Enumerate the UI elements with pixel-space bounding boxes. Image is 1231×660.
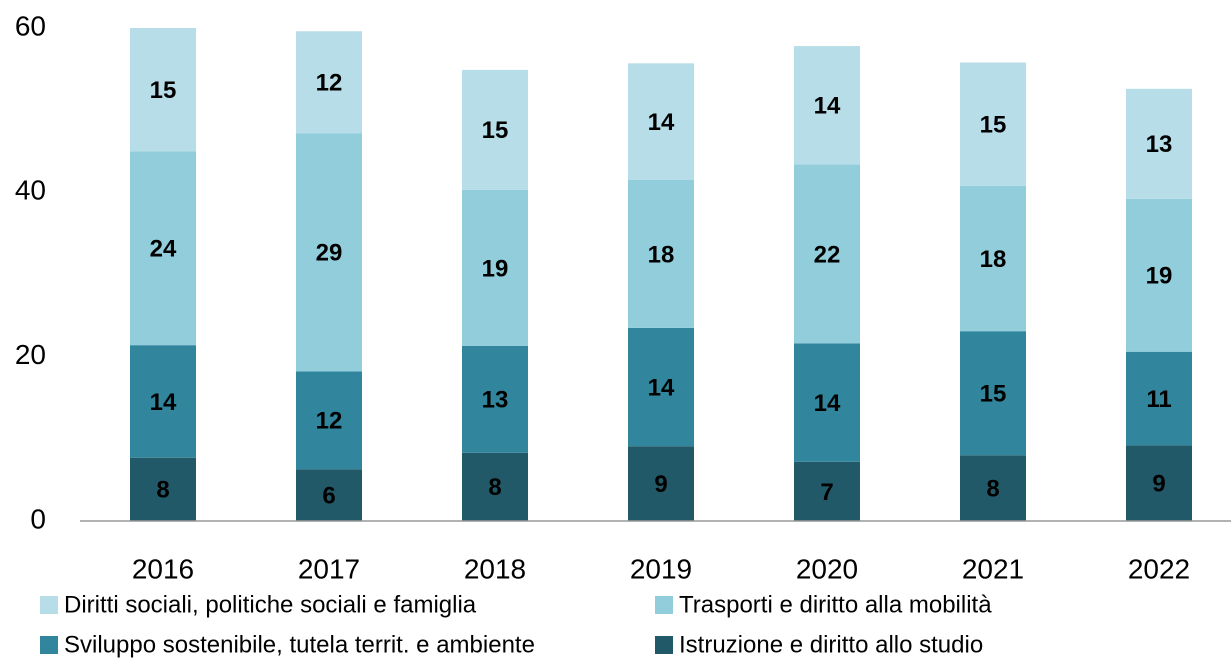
x-tick-label: 2017 (298, 553, 360, 584)
x-tick-label: 2016 (132, 553, 194, 584)
bar-segment (462, 189, 528, 346)
legend-swatch (40, 636, 58, 654)
bar-segment (1126, 351, 1192, 446)
data-label: 14 (648, 109, 675, 136)
data-label: 15 (980, 381, 1007, 408)
legend-label: Sviluppo sostenibile, tutela territ. e a… (64, 631, 535, 658)
bar-segment (296, 371, 362, 470)
bar-segment (794, 461, 860, 521)
data-label: 6 (322, 482, 335, 509)
y-tick-label: 60 (15, 10, 46, 41)
data-label: 12 (316, 408, 343, 435)
bar-segment (462, 69, 528, 190)
bar-segment (960, 455, 1026, 521)
bar-segment (1126, 198, 1192, 352)
data-label: 19 (1146, 263, 1173, 290)
data-label: 11 (1146, 386, 1171, 413)
legend-swatch (40, 596, 58, 614)
data-label: 8 (986, 475, 999, 502)
bar-segment (296, 31, 362, 134)
y-tick-label: 20 (15, 339, 46, 370)
data-label: 13 (1146, 131, 1173, 158)
data-label: 14 (814, 390, 841, 417)
data-label: 14 (814, 93, 841, 120)
data-label: 8 (488, 474, 501, 501)
bar-segment (130, 151, 196, 346)
bar-segment (130, 457, 196, 521)
x-tick-label: 2019 (630, 553, 692, 584)
x-tick-label: 2021 (962, 553, 1024, 584)
bar-segment (794, 164, 860, 344)
data-label: 18 (648, 241, 675, 268)
data-label: 13 (482, 387, 509, 414)
data-label: 14 (648, 374, 675, 401)
bar-segment (794, 46, 860, 165)
bar-segment (1126, 445, 1192, 521)
bar-segment (960, 62, 1026, 186)
bar-segment (130, 345, 196, 458)
bar-segment (1126, 88, 1192, 199)
data-label: 12 (316, 70, 343, 97)
legend-swatch (655, 596, 673, 614)
data-label: 9 (1152, 471, 1165, 498)
x-tick-label: 2020 (796, 553, 858, 584)
legend-label: Trasporti e diritto alla mobilità (679, 591, 992, 618)
bar-segment (296, 133, 362, 372)
data-label: 9 (654, 471, 667, 498)
bar-segment (296, 469, 362, 521)
bar-segment (960, 185, 1026, 332)
y-tick-label: 0 (30, 503, 46, 534)
bar-segment (628, 446, 694, 521)
bar-segment (628, 63, 694, 181)
legend-swatch (655, 636, 673, 654)
data-label: 15 (150, 77, 177, 104)
data-label: 15 (980, 111, 1007, 138)
data-label: 18 (980, 246, 1007, 273)
data-label: 15 (482, 117, 509, 144)
bar-segment (462, 452, 528, 521)
data-label: 19 (482, 255, 509, 282)
data-label: 8 (156, 477, 169, 504)
x-tick-label: 2022 (1128, 553, 1190, 584)
data-label: 24 (150, 236, 177, 263)
bar-segment (462, 345, 528, 453)
bar-segment (628, 327, 694, 447)
data-label: 14 (150, 389, 177, 416)
data-label: 29 (316, 240, 343, 267)
data-label: 7 (820, 479, 833, 506)
bar-segment (628, 180, 694, 328)
legend-label: Istruzione e diritto allo studio (679, 631, 983, 658)
bar-segment (130, 28, 196, 152)
legend-label: Diritti sociali, politiche sociali e fam… (64, 591, 477, 618)
y-tick-label: 40 (15, 175, 46, 206)
bar-segment (960, 331, 1026, 456)
data-label: 22 (814, 241, 841, 268)
bar-segment (794, 343, 860, 462)
x-tick-label: 2018 (464, 553, 526, 584)
